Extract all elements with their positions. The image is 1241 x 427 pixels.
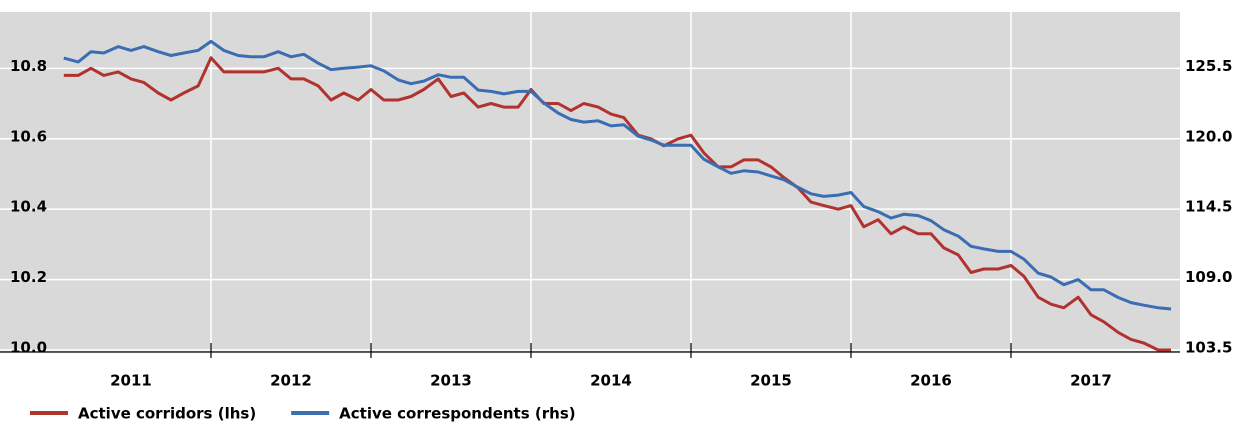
y-tick-label: 10.2 (10, 268, 47, 286)
y-tick-label: 10.0 (10, 339, 47, 357)
y-tick-label: 10.6 (10, 127, 47, 145)
plot-background (0, 12, 1180, 352)
y-tick-label: 10.8 (10, 57, 47, 75)
y2-tick-label: 103.5 (1185, 339, 1232, 357)
series-line (63, 39, 1172, 311)
x-tick-label: 2017 (1070, 372, 1112, 390)
x-tick-label: 2013 (430, 372, 472, 390)
x-tick-label: 2011 (110, 372, 152, 390)
grid (0, 12, 1180, 351)
legend-label: Active corridors (lhs) (78, 405, 256, 423)
y2-tick-label: 109.0 (1185, 268, 1232, 286)
x-tick-label: 2014 (590, 372, 632, 390)
legend-label: Active correspondents (rhs) (339, 405, 575, 423)
y2-tick-label: 114.5 (1185, 198, 1232, 216)
y2-tick-label: 125.5 (1185, 57, 1232, 75)
series-line (63, 56, 1171, 352)
x-tick-label: 2015 (750, 372, 792, 390)
y-tick-label: 10.4 (10, 198, 47, 216)
x-tick-label: 2012 (270, 372, 312, 390)
y2-tick-label: 120.0 (1185, 127, 1232, 145)
x-tick-label: 2016 (910, 372, 952, 390)
